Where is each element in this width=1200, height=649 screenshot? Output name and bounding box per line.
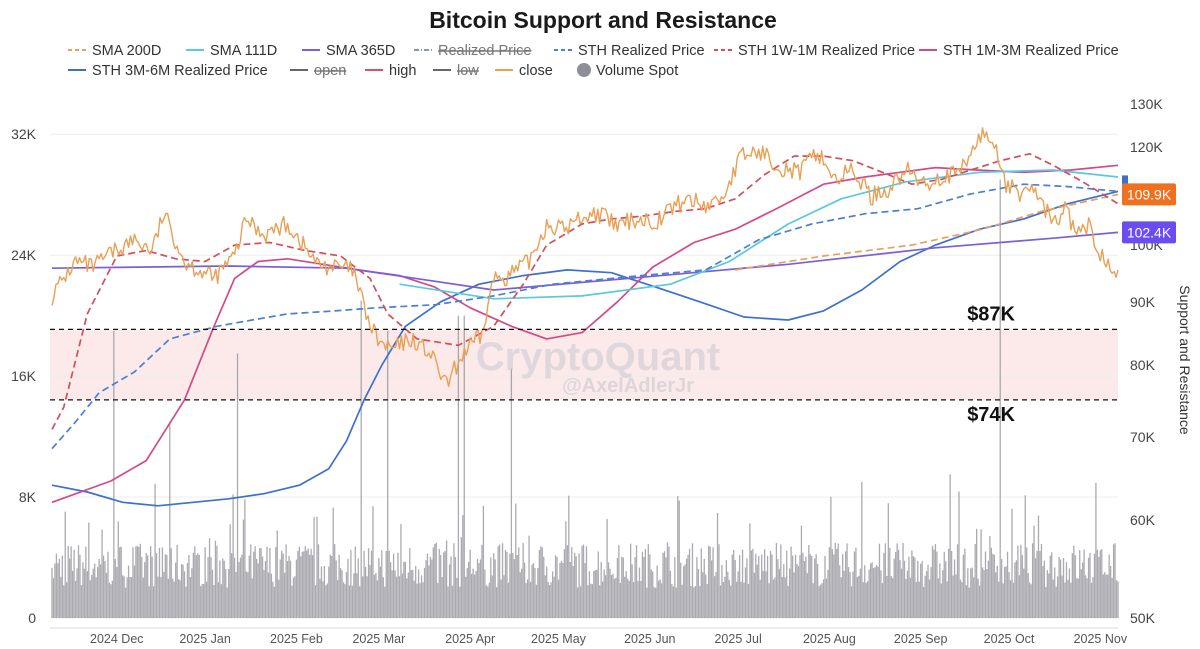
- legend-label: Volume Spot: [596, 63, 678, 79]
- x-axis: 2024 Dec 2025 Jan 2025 Feb 2025 Mar 2025 Apr…: [50, 627, 1128, 646]
- badge-label: 102.4K: [1127, 224, 1172, 240]
- watermark: CryptoQuant @AxelAdlerJr: [476, 335, 720, 397]
- value-badge: 102.4K: [1122, 221, 1176, 244]
- legend-item-sth-realized-price: STH Realized Price: [554, 43, 705, 59]
- level-label: $87K: [967, 303, 1015, 325]
- chart-title: Bitcoin Support and Resistance: [429, 7, 777, 33]
- badge-bg: [1122, 221, 1176, 244]
- x-tick-label: 2025 Jun: [624, 632, 675, 646]
- legend-item-sth-1w-1m-realized-price: STH 1W-1M Realized Price: [714, 43, 915, 59]
- legend-item-sma-111d: SMA 111D: [186, 43, 277, 59]
- volume-spot-bars: [51, 179, 1119, 618]
- series-line-sma-365d: [51, 231, 1119, 291]
- x-tick-label: 2025 Nov: [1074, 632, 1128, 646]
- legend-swatch-icon: [577, 63, 591, 77]
- legend-label: high: [389, 63, 416, 79]
- left-axis: 0 8K 16K 24K 32K: [11, 126, 37, 626]
- legend-label: SMA 365D: [326, 43, 395, 59]
- legend-item-sth-1m-3m-realized-price: STH 1M-3M Realized Price: [919, 43, 1119, 59]
- x-tick-label: 2025 Mar: [352, 632, 405, 646]
- x-tick-label: 2025 Feb: [270, 632, 323, 646]
- plot-area: CryptoQuant @AxelAdlerJr $87K $74K: [50, 127, 1119, 619]
- left-tick-label: 32K: [11, 126, 37, 142]
- right-tick-label: 70K: [1130, 429, 1156, 445]
- watermark-main: CryptoQuant: [476, 335, 720, 379]
- series-line-sma-111d: [399, 169, 1119, 300]
- left-tick-label: 8K: [19, 489, 37, 505]
- x-tick-label: 2025 Aug: [803, 632, 856, 646]
- legend: SMA 200D SMA 111D SMA 365D Realized Price ST…: [68, 43, 1119, 79]
- badge-bg: [1122, 183, 1176, 206]
- legend-item-volume-spot: Volume Spot: [577, 63, 678, 79]
- left-tick-label: 16K: [11, 368, 37, 384]
- right-tick-label: 130K: [1130, 96, 1163, 112]
- legend-label: STH Realized Price: [578, 43, 705, 59]
- level-label: $74K: [967, 404, 1015, 426]
- right-axis: 50K60K70K80K90K100K110K120K130K: [1130, 96, 1163, 626]
- badge-label: 109.9K: [1127, 186, 1172, 202]
- legend-label: SMA 111D: [210, 43, 277, 59]
- legend-item-open: open: [290, 63, 346, 79]
- watermark-sub: @AxelAdlerJr: [562, 375, 694, 397]
- legend-item-sma-200d: SMA 200D: [68, 43, 161, 59]
- legend-item-realized-price: Realized Price: [414, 43, 532, 59]
- right-tick-label: 90K: [1130, 294, 1156, 310]
- series-lines: [51, 127, 1119, 507]
- legend-label: SMA 200D: [92, 43, 161, 59]
- left-tick-label: 24K: [11, 247, 37, 263]
- legend-label: STH 1W-1M Realized Price: [738, 43, 915, 59]
- x-tick-label: 2024 Dec: [90, 632, 144, 646]
- legend-label: close: [519, 63, 553, 79]
- left-tick-label: 0: [28, 610, 36, 626]
- series-line-sth-realized-price: [51, 183, 1119, 450]
- x-tick-label: 2025 Apr: [445, 632, 495, 646]
- level-lines: $87K $74K: [50, 303, 1118, 426]
- right-axis-title: Support and Resistance: [1177, 285, 1193, 435]
- series-line-sma-200d: [735, 193, 1119, 271]
- x-tick-label: 2025 Oct: [984, 632, 1035, 646]
- x-tick-label: 2025 Jul: [714, 632, 761, 646]
- legend-label: low: [457, 63, 479, 79]
- right-tick-label: 60K: [1130, 512, 1156, 528]
- right-tick-label: 50K: [1130, 610, 1156, 626]
- legend-item-high: high: [365, 63, 416, 79]
- series-line-sth-1m-3m-realized-price: [51, 164, 1119, 504]
- series-end-marker: [1122, 175, 1128, 190]
- x-tick-label: 2025 Jan: [179, 632, 230, 646]
- series-line-sth-1w-1m-realized-price: [51, 152, 1119, 430]
- value-badge: 109.9K: [1122, 183, 1176, 206]
- legend-label: Realized Price: [438, 43, 532, 59]
- legend-item-sma-365d: SMA 365D: [302, 43, 395, 59]
- legend-label: STH 1M-3M Realized Price: [943, 43, 1119, 59]
- legend-item-close: close: [495, 63, 553, 79]
- right-tick-label: 120K: [1130, 139, 1163, 155]
- x-tick-label: 2025 May: [531, 632, 587, 646]
- value-badges: 109.9K 102.4K: [1122, 175, 1176, 244]
- legend-label: open: [314, 63, 346, 79]
- right-tick-label: 80K: [1130, 357, 1156, 373]
- legend-item-low: low: [433, 63, 479, 79]
- x-tick-label: 2025 Sep: [894, 632, 948, 646]
- legend-label: STH 3M-6M Realized Price: [92, 63, 268, 79]
- series-line-close: [51, 127, 1119, 387]
- support-band: [50, 329, 1118, 400]
- legend-item-sth-3m-6m-realized-price: STH 3M-6M Realized Price: [68, 63, 268, 79]
